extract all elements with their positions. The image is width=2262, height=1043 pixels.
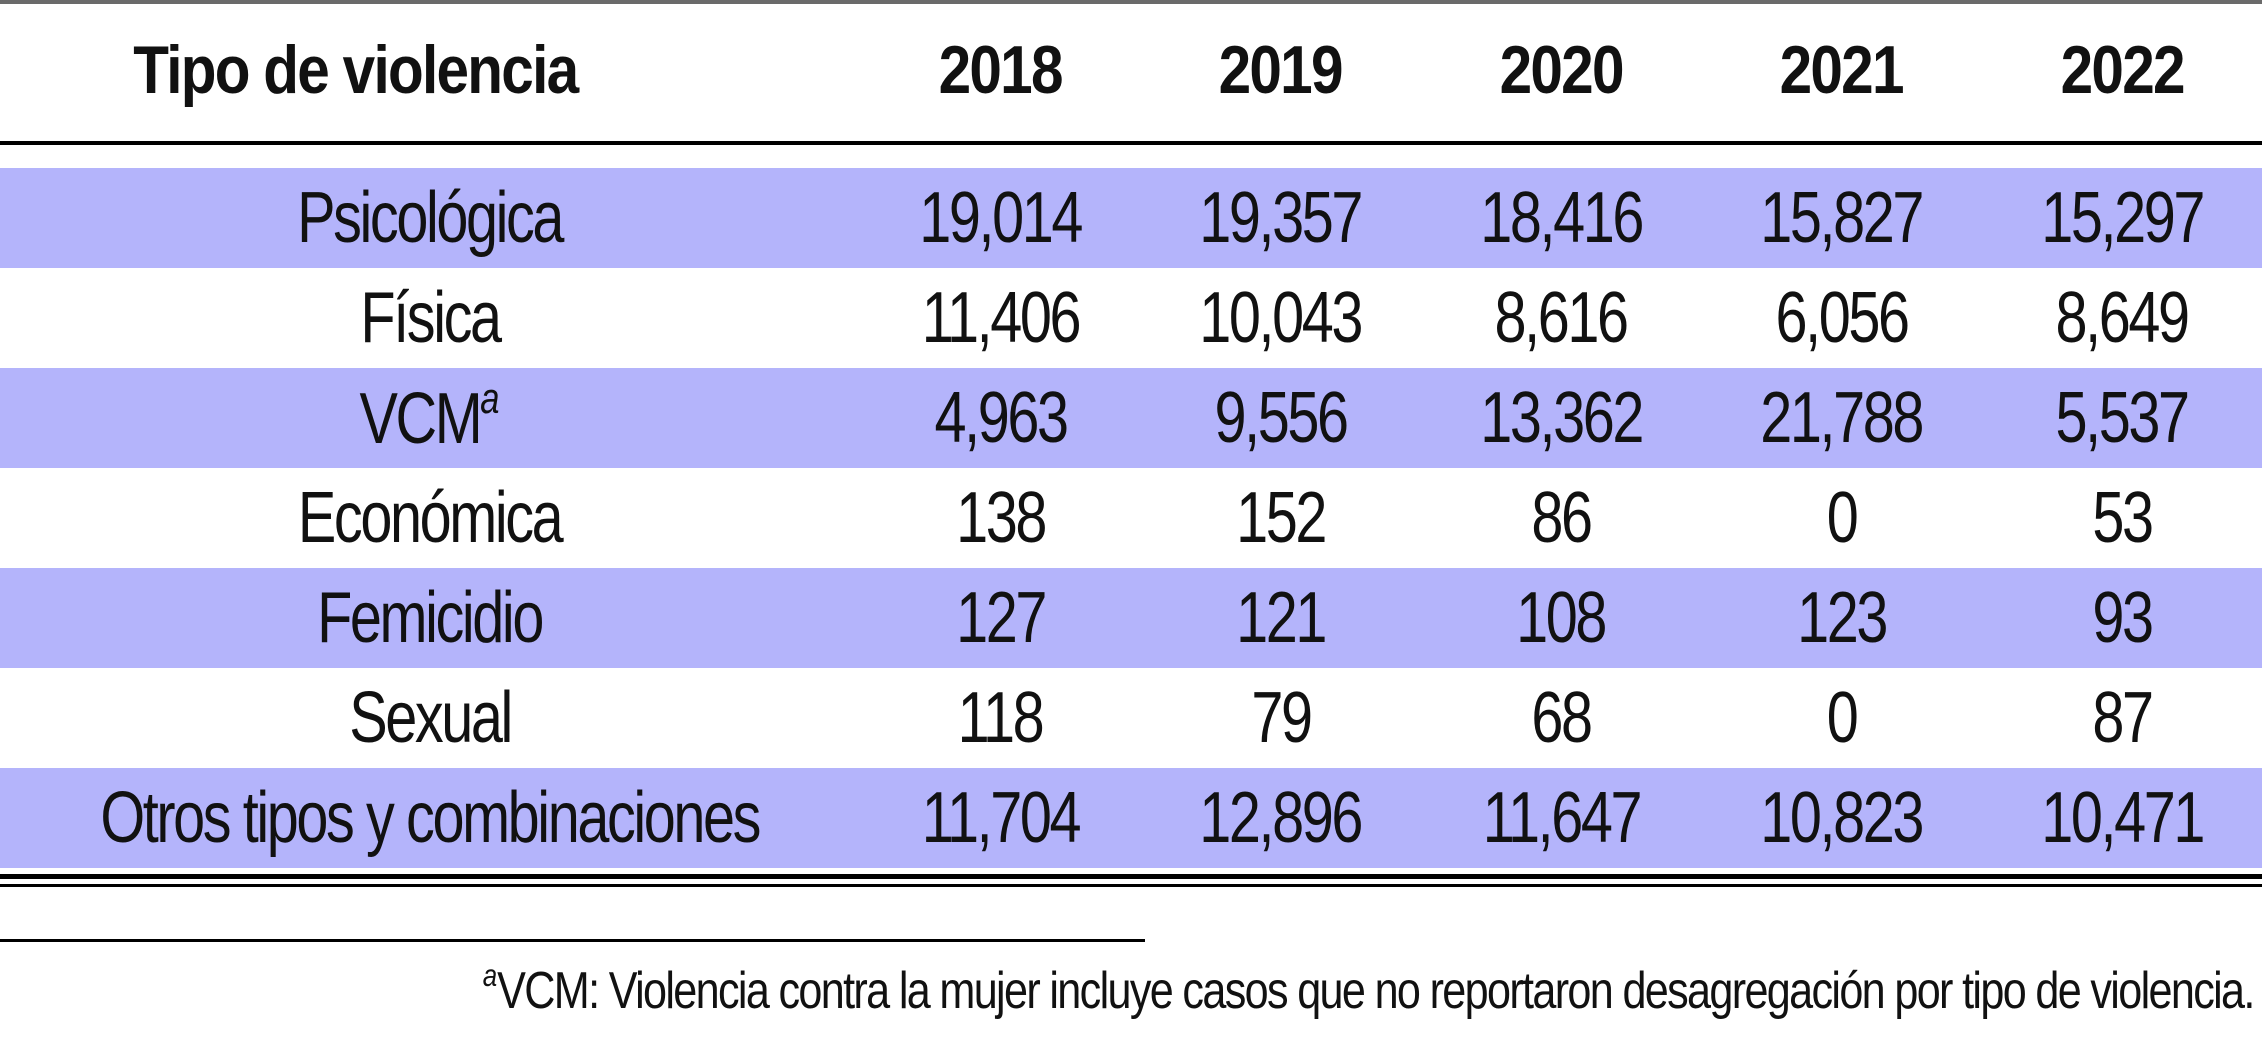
cell-value: 11,647	[1420, 768, 1702, 868]
cell-value: 138	[955, 478, 1047, 558]
cell-value: 152	[1236, 478, 1327, 558]
cell-value: 123	[1701, 568, 1982, 668]
row-label: Femicidio	[0, 568, 861, 668]
cell-value: 10,823	[1701, 768, 1982, 868]
table-row: Física 11,406 10,043 8,616 6,056 8,649	[0, 268, 2262, 368]
table-bottom-rule-thin	[0, 884, 2262, 887]
cell-value: 93	[1981, 568, 2262, 668]
violence-table: Tipo de violencia 2018 2019 2020 2021 20…	[0, 0, 2262, 868]
cell-value: 10,471	[1981, 768, 2262, 868]
table-row: Femicidio 127 121 108 123 93	[0, 568, 2262, 668]
cell-value: 79	[1250, 678, 1313, 758]
header-year-2019: 2019	[1218, 32, 1344, 108]
footnote-divider	[0, 939, 1145, 942]
footnote: aVCM: Violencia contra la mujer incluye …	[483, 958, 2256, 1021]
cell-value: 53	[2092, 478, 2154, 558]
cell-value: 11,406	[921, 278, 1081, 358]
table-row: VCMa 4,963 9,556 13,362 21,788 5,537	[0, 368, 2262, 468]
cell-value: 15,297	[1981, 168, 2262, 268]
cell-value: 4,963	[860, 368, 1141, 468]
table-row: Otros tipos y combinaciones 11,704 12,89…	[0, 768, 2262, 868]
header-year-2022: 2022	[2060, 32, 2185, 108]
header-year-2018: 2018	[938, 32, 1064, 108]
cell-value: 5,537	[1981, 368, 2262, 468]
cell-value: 19,357	[1140, 168, 1421, 268]
cell-value: 0	[1826, 478, 1859, 558]
table-row: Sexual 118 79 68 0 87	[0, 668, 2262, 768]
header-row: Tipo de violencia 2018 2019 2020 2021 20…	[0, 0, 2262, 140]
cell-value: 9,556	[1140, 368, 1421, 468]
row-label: Psicológica	[0, 168, 861, 268]
cell-value: 12,896	[1140, 768, 1421, 868]
header-rule	[0, 141, 2262, 145]
row-label: Económica	[298, 478, 564, 558]
table-header: Tipo de violencia 2018 2019 2020 2021 20…	[0, 0, 2262, 140]
table-row: Económica 138 152 86 0 53	[0, 468, 2262, 568]
cell-value: 0	[1826, 678, 1859, 758]
row-label: VCMa	[0, 368, 861, 468]
cell-value: 8,616	[1494, 278, 1630, 358]
cell-value: 118	[957, 678, 1045, 758]
cell-value: 21,788	[1701, 368, 1982, 468]
cell-value: 6,056	[1775, 278, 1910, 358]
table-row: Psicológica 19,014 19,357 18,416 15,827 …	[0, 168, 2262, 268]
cell-value: 121	[1140, 568, 1421, 668]
row-label-text: VCM	[359, 379, 483, 460]
row-label: Física	[360, 278, 502, 358]
cell-value: 8,649	[2055, 278, 2191, 358]
violence-table-container: Tipo de violencia 2018 2019 2020 2021 20…	[0, 0, 2262, 868]
top-rule	[0, 0, 2262, 4]
table-bottom-rule	[0, 874, 2262, 879]
row-label: Sexual	[349, 678, 513, 758]
cell-value: 108	[1420, 568, 1702, 668]
table-body: Psicológica 19,014 19,357 18,416 15,827 …	[0, 140, 2262, 868]
header-year-2020: 2020	[1499, 32, 1624, 108]
cell-value: 86	[1531, 478, 1593, 558]
footnote-marker: a	[480, 375, 501, 424]
cell-value: 11,704	[860, 768, 1141, 868]
header-type-of-violence: Tipo de violencia	[133, 32, 579, 108]
cell-value: 68	[1531, 678, 1593, 758]
cell-value: 13,362	[1420, 368, 1702, 468]
cell-value: 127	[860, 568, 1141, 668]
cell-value: 87	[2092, 678, 2154, 758]
footnote-text: VCM: Violencia contra la mujer incluye c…	[497, 961, 2255, 1020]
row-label: Otros tipos y combinaciones	[0, 768, 861, 868]
cell-value: 10,043	[1199, 278, 1364, 358]
cell-value: 18,416	[1420, 168, 1702, 268]
header-year-2021: 2021	[1779, 32, 1905, 108]
cell-value: 15,827	[1701, 168, 1982, 268]
cell-value: 19,014	[860, 168, 1141, 268]
footnote-marker: a	[483, 958, 498, 993]
